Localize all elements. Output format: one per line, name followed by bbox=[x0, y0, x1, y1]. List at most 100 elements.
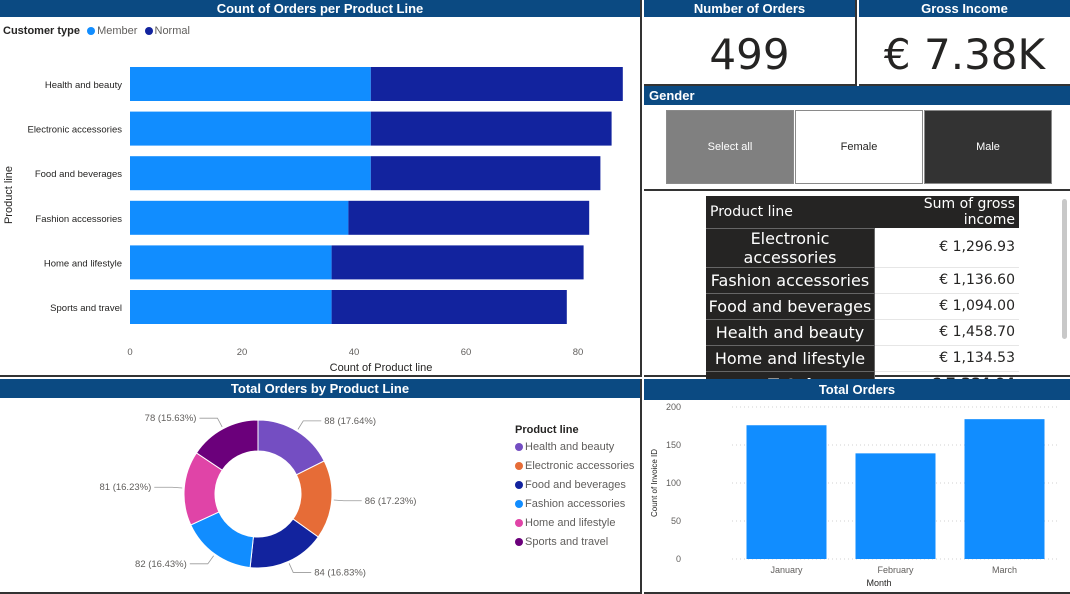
donut-data-label: 86 (17.23%) bbox=[365, 496, 417, 507]
gender-select-all-button[interactable]: Select all bbox=[666, 110, 794, 184]
donut-legend-dot bbox=[515, 538, 523, 547]
y-tick-label: Electronic accessories bbox=[27, 125, 122, 136]
donut-legend-dot bbox=[515, 500, 523, 509]
bar-normal[interactable] bbox=[370, 67, 623, 101]
donut-leader-line bbox=[288, 563, 312, 573]
table-row: Home and lifestyle € 1,134.53 bbox=[706, 344, 1019, 372]
row-line: Electronic accessories bbox=[706, 227, 875, 267]
donut-leader-line bbox=[154, 486, 183, 489]
x-axis-label: Count of Product line bbox=[330, 362, 433, 374]
bar-normal[interactable] bbox=[331, 245, 584, 280]
row-value: € 1,134.53 bbox=[874, 345, 1019, 372]
header-product-line[interactable]: Product line bbox=[706, 196, 875, 228]
donut-data-label: 82 (16.43%) bbox=[135, 559, 187, 570]
monthly-x-label: Month bbox=[866, 578, 891, 588]
monthly-chart: Month Count of Invoice ID 0 50 100 150 200 Ja… bbox=[650, 402, 1059, 588]
row-line: Fashion accessories bbox=[706, 266, 875, 293]
bar-normal[interactable] bbox=[370, 111, 612, 146]
bar-member[interactable] bbox=[130, 67, 371, 101]
table-row: Fashion accessories € 1,136.60 bbox=[706, 266, 1019, 294]
orders-card-value: 499 bbox=[709, 30, 790, 79]
donut-legend-label: Food and beverages bbox=[525, 479, 626, 491]
income-card-value: € 7.38K bbox=[883, 30, 1046, 79]
legend-member[interactable]: Member bbox=[87, 25, 140, 37]
income-card-title: Gross Income bbox=[859, 0, 1070, 17]
y-tick-label: Home and lifestyle bbox=[44, 258, 122, 269]
income-table: Product line Sum of gross income Electro… bbox=[706, 196, 1019, 397]
orders-per-line-panel: Count of Orders per Product Line Custome… bbox=[0, 0, 642, 377]
bar-normal[interactable] bbox=[348, 200, 590, 235]
donut-legend-item[interactable]: Home and lifestyle bbox=[515, 517, 634, 529]
orders-card-title: Number of Orders bbox=[644, 0, 855, 17]
donut-leader-line bbox=[297, 420, 322, 430]
donut-legend-dot bbox=[515, 443, 523, 452]
x-tick-label: January bbox=[770, 565, 803, 575]
row-line: Health and beauty bbox=[706, 318, 875, 345]
donut-legend-item[interactable]: Health and beauty bbox=[515, 441, 634, 453]
x-tick-label: March bbox=[992, 565, 1017, 575]
y-tick-label: Sports and travel bbox=[50, 303, 122, 314]
donut-slice[interactable] bbox=[195, 419, 259, 471]
y-tick-label: Health and beauty bbox=[45, 80, 122, 91]
bar-member[interactable] bbox=[130, 156, 371, 191]
gender-title: Gender bbox=[644, 86, 1070, 105]
donut-leader-line bbox=[333, 499, 362, 502]
y-tick-label: 50 bbox=[671, 516, 681, 526]
donut-legend-label: Home and lifestyle bbox=[525, 517, 616, 529]
monthly-y-label: Count of Invoice ID bbox=[650, 449, 659, 517]
y-tick-label: Food and beverages bbox=[35, 169, 122, 180]
x-tick-label: 0 bbox=[127, 347, 132, 358]
orders-per-line-chart: Product line Count of Product line Healt… bbox=[3, 67, 623, 374]
y-tick-label: 0 bbox=[676, 554, 681, 564]
month-bar[interactable] bbox=[964, 419, 1045, 559]
month-bar[interactable] bbox=[746, 425, 827, 559]
legend-title: Customer type bbox=[3, 25, 81, 37]
row-line: Home and lifestyle bbox=[706, 344, 875, 371]
donut-leader-line bbox=[189, 555, 214, 565]
legend-normal[interactable]: Normal bbox=[144, 25, 190, 37]
y-tick-label: 100 bbox=[666, 478, 681, 488]
gender-female-button[interactable]: Female bbox=[795, 110, 923, 184]
donut-legend: Product line Health and beauty Electronic… bbox=[515, 424, 634, 555]
donut-legend-item[interactable]: Fashion accessories bbox=[515, 498, 634, 510]
bar-member[interactable] bbox=[130, 290, 332, 324]
bar-member[interactable] bbox=[130, 245, 332, 280]
y-tick-label: 200 bbox=[666, 402, 681, 412]
bar-member[interactable] bbox=[130, 200, 349, 235]
row-value: € 1,136.60 bbox=[874, 267, 1019, 294]
donut-data-label: 81 (16.23%) bbox=[100, 482, 152, 493]
donut-legend-dot bbox=[515, 462, 523, 471]
donut-legend-label: Health and beauty bbox=[525, 441, 615, 453]
x-tick-label: 60 bbox=[461, 347, 472, 358]
bar-normal[interactable] bbox=[331, 290, 567, 324]
donut-legend-label: Fashion accessories bbox=[525, 498, 626, 510]
donut-legend-item[interactable]: Sports and travel bbox=[515, 536, 634, 548]
month-bar[interactable] bbox=[855, 453, 936, 559]
income-card: Gross Income € 7.38K bbox=[859, 0, 1070, 86]
header-gross-income[interactable]: Sum of gross income bbox=[874, 196, 1019, 228]
y-tick-label: 150 bbox=[666, 440, 681, 450]
orders-per-line-title: Count of Orders per Product Line bbox=[0, 0, 640, 17]
donut-data-label: 88 (17.64%) bbox=[324, 416, 376, 427]
legend-member-label: Member bbox=[97, 25, 138, 37]
gender-male-button[interactable]: Male bbox=[924, 110, 1052, 184]
x-tick-label: 40 bbox=[349, 347, 360, 358]
row-line: Food and beverages bbox=[706, 292, 875, 319]
table-scrollbar[interactable] bbox=[1062, 199, 1067, 339]
x-tick-label: 80 bbox=[573, 347, 584, 358]
donut-legend-item[interactable]: Electronic accessories bbox=[515, 460, 634, 472]
table-row: Electronic accessories € 1,296.93 bbox=[706, 227, 1019, 268]
legend-normal-label: Normal bbox=[154, 25, 190, 37]
donut-legend-label: Sports and travel bbox=[525, 536, 609, 548]
legend-normal-dot bbox=[144, 27, 153, 36]
donut-legend-title: Product line bbox=[515, 424, 579, 436]
donut-legend-item[interactable]: Food and beverages bbox=[515, 479, 634, 491]
table-row: Food and beverages € 1,094.00 bbox=[706, 292, 1019, 320]
bar-normal[interactable] bbox=[370, 156, 601, 191]
bar-member[interactable] bbox=[130, 111, 371, 146]
donut-title: Total Orders by Product Line bbox=[0, 379, 640, 398]
donut-legend-dot bbox=[515, 519, 523, 528]
customer-type-legend: Customer type Member Normal bbox=[3, 25, 190, 37]
donut-data-label: 84 (16.83%) bbox=[314, 567, 366, 578]
y-tick-label: Fashion accessories bbox=[35, 214, 122, 225]
